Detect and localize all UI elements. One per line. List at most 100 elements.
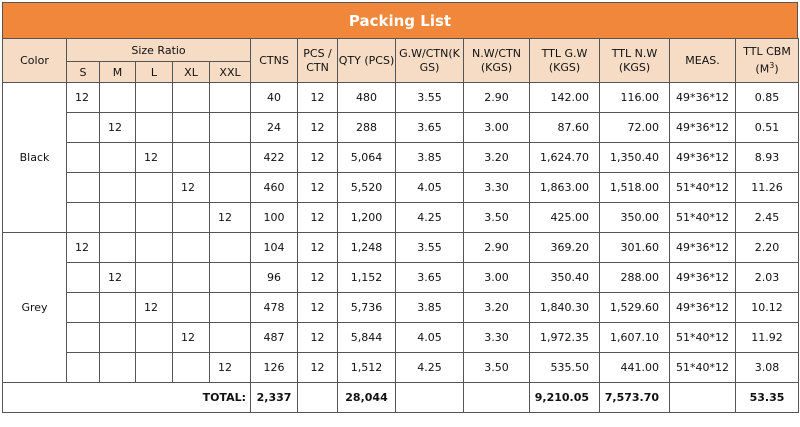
cell-ctns: 478 bbox=[250, 292, 299, 323]
total-qty: 28,044 bbox=[337, 382, 397, 413]
cell-ttl-nw: 350.00 bbox=[599, 202, 671, 233]
cell-size-s bbox=[66, 142, 100, 173]
cell-meas: 49*36*12 bbox=[669, 82, 737, 113]
cell-nw-per-ctn: 3.20 bbox=[463, 142, 531, 173]
cell-ctns: 24 bbox=[250, 112, 299, 143]
cell-size-xxl bbox=[208, 262, 252, 293]
cell-size-s bbox=[66, 172, 100, 203]
cell-size-m bbox=[99, 202, 136, 233]
total-empty-nw bbox=[463, 382, 531, 413]
cell-ttl-cbm: 11.26 bbox=[735, 172, 800, 203]
cell-size-s bbox=[66, 352, 100, 383]
header-ctns: CTNS bbox=[250, 38, 299, 83]
cell-size-l bbox=[135, 82, 173, 113]
cell-size-l bbox=[135, 322, 173, 353]
header-size-ratio: Size Ratio bbox=[65, 38, 252, 62]
cell-ttl-nw: 116.00 bbox=[599, 82, 671, 113]
cell-nw-per-ctn: 3.50 bbox=[463, 352, 531, 383]
cell-ttl-gw: 1,863.00 bbox=[529, 172, 601, 203]
table-row: 12 24 12 288 3.65 3.00 87.60 72.00 49*36*12 0.51 bbox=[3, 112, 800, 143]
table-row: 12 422 12 5,064 3.85 3.20 1,624.70 1,350.40 49*3… bbox=[3, 142, 800, 173]
header-ttl-cbm-unit: (M bbox=[755, 62, 770, 76]
cell-ttl-gw: 535.50 bbox=[529, 352, 601, 383]
cell-size-xxl: 12 bbox=[208, 352, 252, 383]
header-meas: MEAS. bbox=[669, 38, 737, 83]
cell-pcs-per-ctn: 12 bbox=[297, 142, 339, 173]
cell-size-l: 12 bbox=[135, 142, 173, 173]
header-color: Color bbox=[2, 38, 67, 83]
cell-gw-per-ctn: 4.25 bbox=[395, 202, 465, 233]
cell-meas: 49*36*12 bbox=[669, 292, 737, 323]
cell-size-m bbox=[99, 82, 136, 113]
total-cbm: 53.35 bbox=[735, 382, 800, 413]
cell-nw-per-ctn: 3.30 bbox=[463, 322, 531, 353]
cell-nw-per-ctn: 3.30 bbox=[463, 172, 531, 203]
cell-gw-per-ctn: 3.85 bbox=[395, 142, 465, 173]
cell-meas: 51*40*12 bbox=[669, 322, 737, 353]
cell-size-m: 12 bbox=[99, 262, 136, 293]
cell-qty: 5,520 bbox=[337, 172, 397, 203]
total-ctns: 2,337 bbox=[250, 382, 299, 413]
cell-nw-per-ctn: 3.00 bbox=[463, 262, 531, 293]
cell-qty: 1,248 bbox=[337, 232, 397, 263]
cell-size-xl bbox=[172, 232, 210, 263]
cell-nw-per-ctn: 2.90 bbox=[463, 232, 531, 263]
cell-qty: 5,844 bbox=[337, 322, 397, 353]
total-ttl-gw: 9,210.05 bbox=[529, 382, 601, 413]
cell-size-m bbox=[99, 352, 136, 383]
header-ttl-nw: TTL N.W (KGS) bbox=[599, 38, 671, 83]
cell-ctns: 104 bbox=[250, 232, 299, 263]
cell-size-m bbox=[99, 322, 136, 353]
cell-size-xl bbox=[172, 292, 210, 323]
cell-ctns: 96 bbox=[250, 262, 299, 293]
cell-pcs-per-ctn: 12 bbox=[297, 232, 339, 263]
cell-pcs-per-ctn: 12 bbox=[297, 82, 339, 113]
cell-gw-per-ctn: 4.05 bbox=[395, 172, 465, 203]
cell-size-l bbox=[135, 352, 173, 383]
table-body: Black 12 40 12 480 3.55 2.90 142.00 116.00 49*36*… bbox=[2, 82, 800, 383]
cell-pcs-per-ctn: 12 bbox=[297, 322, 339, 353]
cell-ttl-nw: 1,529.60 bbox=[599, 292, 671, 323]
cell-ttl-gw: 1,840.30 bbox=[529, 292, 601, 323]
cell-ttl-nw: 1,607.10 bbox=[599, 322, 671, 353]
table-row: Grey 12 104 12 1,248 3.55 2.90 369.20 301.60 49*3… bbox=[2, 232, 800, 383]
cell-ttl-cbm: 2.20 bbox=[735, 232, 800, 263]
cell-size-s bbox=[66, 262, 100, 293]
cell-gw-per-ctn: 3.55 bbox=[395, 232, 465, 263]
total-row: TOTAL: 2,337 28,044 9,210.05 7,573.70 53… bbox=[1, 382, 800, 413]
cell-gw-per-ctn: 3.65 bbox=[395, 262, 465, 293]
cell-nw-per-ctn: 2.90 bbox=[463, 82, 531, 113]
cell-size-xxl: 12 bbox=[208, 202, 252, 233]
cell-size-s: 12 bbox=[66, 232, 100, 263]
header-ttl-gw: TTL G.W (KGS) bbox=[529, 38, 601, 83]
cell-ttl-cbm: 10.12 bbox=[735, 292, 800, 323]
cell-meas: 51*40*12 bbox=[669, 202, 737, 233]
cell-ttl-cbm: 0.51 bbox=[735, 112, 800, 143]
cell-ctns: 460 bbox=[250, 172, 299, 203]
cell-size-m bbox=[99, 232, 136, 263]
header-qty: QTY (PCS) bbox=[337, 38, 397, 83]
cell-qty: 5,064 bbox=[337, 142, 397, 173]
cell-ttl-nw: 72.00 bbox=[599, 112, 671, 143]
cell-pcs-per-ctn: 12 bbox=[297, 292, 339, 323]
header-size-l: L bbox=[135, 61, 173, 83]
cell-ctns: 40 bbox=[250, 82, 299, 113]
cell-nw-per-ctn: 3.50 bbox=[463, 202, 531, 233]
cell-qty: 288 bbox=[337, 112, 397, 143]
cell-size-xxl bbox=[208, 232, 252, 263]
cell-gw-per-ctn: 4.25 bbox=[395, 352, 465, 383]
cell-size-l bbox=[135, 202, 173, 233]
cell-nw-per-ctn: 3.20 bbox=[463, 292, 531, 323]
cell-pcs-per-ctn: 12 bbox=[297, 112, 339, 143]
header-size-s: S bbox=[66, 61, 100, 83]
cell-color: Grey bbox=[2, 232, 67, 383]
cell-qty: 1,512 bbox=[337, 352, 397, 383]
cell-size-m bbox=[99, 172, 136, 203]
cell-gw-per-ctn: 3.85 bbox=[395, 292, 465, 323]
cell-pcs-per-ctn: 12 bbox=[297, 172, 339, 203]
cell-size-xxl bbox=[208, 292, 252, 323]
cell-ttl-cbm: 3.08 bbox=[735, 352, 800, 383]
table-row: 12 478 12 5,736 3.85 3.20 1,840.30 1,529.60 49*3… bbox=[3, 292, 800, 323]
cell-size-xxl bbox=[208, 172, 252, 203]
table-row: Black 12 40 12 480 3.55 2.90 142.00 116.00 49*36*… bbox=[2, 82, 800, 233]
